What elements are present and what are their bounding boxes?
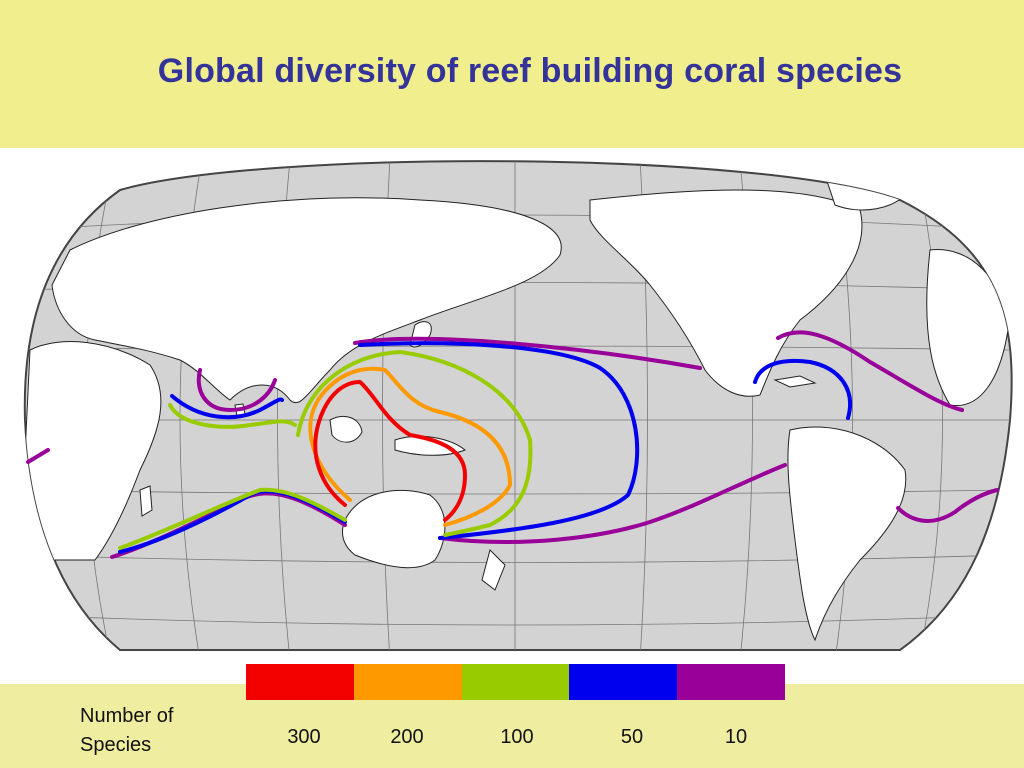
contour-10-indian-north (196, 368, 277, 412)
slide-title: Global diversity of reef building coral … (157, 52, 903, 90)
contour-10-pacific-south (438, 463, 787, 544)
new-zealand (481, 549, 506, 591)
landmasses (24, 161, 1009, 642)
eurasia (51, 197, 562, 404)
contour-10-africa-west (26, 448, 50, 464)
africa (24, 341, 162, 561)
contour-10-atlantic-south (896, 488, 999, 523)
legend-swatch-10 (677, 664, 785, 700)
contour-100-indian-south (118, 487, 347, 550)
legend-swatch-50 (569, 664, 678, 700)
legend-swatch-200 (353, 664, 462, 700)
legend-color-scale (246, 664, 785, 700)
contour-10-indo-pacific (353, 336, 702, 370)
contour-100-indian-north (168, 403, 297, 429)
legend-title-line1: Number of (80, 705, 174, 727)
greater-antilles (773, 375, 817, 388)
north-america (589, 189, 863, 397)
contour-50-pacific (358, 341, 640, 540)
legend-title: Number of Species (80, 702, 220, 760)
legend-label-200: 200 (390, 726, 424, 748)
europe-west (926, 249, 1009, 407)
legend-label-100: 100 (500, 726, 534, 748)
madagascar (139, 485, 153, 517)
borneo (329, 416, 363, 443)
south-america (787, 426, 907, 642)
title-band (0, 0, 1024, 148)
legend-swatch-100 (461, 664, 570, 700)
australia (342, 489, 446, 569)
legend-label-50: 50 (620, 726, 644, 748)
legend-label-300: 300 (287, 726, 321, 748)
legend-label-10: 10 (724, 726, 748, 748)
world-map (23, 160, 1013, 651)
map-panel (0, 148, 1024, 684)
contour-10-caribbean (776, 330, 964, 412)
contour-50-caribbean (753, 358, 852, 420)
contour-50-indian-north (170, 394, 284, 420)
contour-300 (313, 380, 467, 522)
legend-swatch-300 (246, 664, 354, 700)
contour-200 (308, 366, 512, 527)
diversity-contours (26, 330, 999, 559)
contour-100 (296, 350, 533, 537)
legend-title-line2: Species (80, 734, 152, 756)
